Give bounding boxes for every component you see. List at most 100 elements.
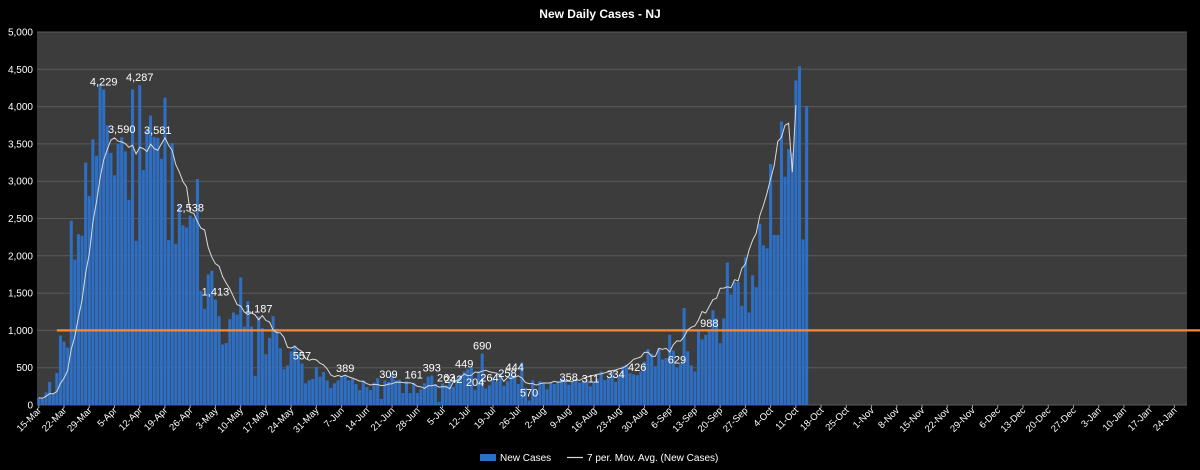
bar (754, 287, 758, 405)
data-label: 3,581 (144, 125, 172, 137)
bar (235, 314, 239, 405)
y-tick-label: 4,500 (8, 65, 33, 76)
bar (394, 380, 398, 405)
bar (329, 387, 333, 405)
bar (275, 328, 279, 405)
bar (307, 380, 311, 405)
data-label: 263 (437, 372, 455, 384)
bar (332, 383, 336, 405)
bar (123, 151, 127, 405)
bar (466, 369, 470, 405)
bar (444, 385, 448, 405)
bar (646, 349, 650, 405)
moving-average-series (38, 105, 797, 399)
bar (340, 375, 344, 405)
bar (578, 382, 582, 405)
bar (736, 281, 740, 405)
bar (441, 383, 445, 405)
bar (102, 89, 106, 405)
bar (783, 176, 787, 405)
bar (55, 372, 59, 405)
bar (361, 380, 365, 405)
bar (372, 382, 376, 405)
bar (203, 308, 207, 405)
bar (69, 220, 73, 405)
bar (433, 384, 437, 405)
y-tick-label: 3,500 (8, 139, 33, 150)
bar (415, 393, 419, 405)
legend: New Cases 7 per. Mov. Avg. (New Cases) (480, 453, 718, 464)
bar (98, 84, 102, 405)
bar (455, 378, 459, 405)
bar (639, 371, 643, 405)
bar (614, 381, 618, 405)
bar (610, 372, 614, 405)
bar (304, 383, 308, 405)
bar (473, 389, 477, 405)
bar (653, 366, 657, 405)
bar (761, 245, 765, 405)
bar (769, 164, 773, 405)
bar (430, 375, 434, 405)
bar (559, 378, 564, 405)
data-label: 2,538 (176, 203, 204, 215)
data-label: 311 (582, 373, 600, 385)
bar (390, 372, 394, 405)
bar (588, 386, 592, 405)
bar (293, 345, 297, 405)
bar (347, 380, 351, 405)
bar (797, 66, 801, 405)
bar (278, 348, 282, 405)
bar (462, 371, 466, 405)
bar (37, 397, 41, 405)
y-tick-label: 1,000 (8, 326, 33, 337)
bar (707, 331, 711, 405)
moving-average-line (38, 105, 797, 399)
data-label: 204 (466, 377, 484, 389)
bar (805, 105, 809, 405)
data-label: 557 (293, 350, 311, 362)
bar (581, 381, 585, 405)
bar (704, 334, 708, 405)
data-label: 4,287 (126, 72, 154, 84)
bar (350, 378, 354, 405)
bar (282, 369, 286, 405)
data-label: 988 (700, 318, 718, 330)
bar (794, 80, 798, 406)
bar (286, 365, 290, 405)
bar (516, 384, 520, 405)
bar (567, 384, 571, 405)
bar (131, 89, 135, 405)
bar (224, 343, 228, 405)
data-label: 161 (405, 370, 423, 382)
bar (116, 143, 120, 405)
data-label: 1,413 (202, 287, 230, 299)
y-tick-label: 4,000 (8, 102, 33, 113)
bar (574, 379, 578, 405)
bar (271, 316, 275, 405)
bar (206, 274, 210, 405)
bar (383, 380, 387, 405)
bar (527, 400, 531, 405)
bar (311, 378, 315, 405)
bar (379, 399, 383, 405)
bar (426, 376, 430, 405)
bar (477, 371, 481, 405)
bar (469, 366, 473, 405)
bar (686, 351, 690, 405)
bar (376, 378, 380, 405)
bar (715, 318, 719, 405)
bar (549, 382, 553, 405)
bar (520, 362, 524, 405)
bar (740, 305, 744, 405)
bar (592, 381, 596, 405)
bar (531, 380, 535, 405)
bar (617, 375, 621, 405)
bar (787, 149, 791, 405)
bar (159, 158, 163, 405)
bar (671, 350, 675, 405)
bar (242, 326, 246, 405)
bar (642, 361, 646, 405)
bar (221, 344, 225, 405)
bar (606, 378, 610, 405)
